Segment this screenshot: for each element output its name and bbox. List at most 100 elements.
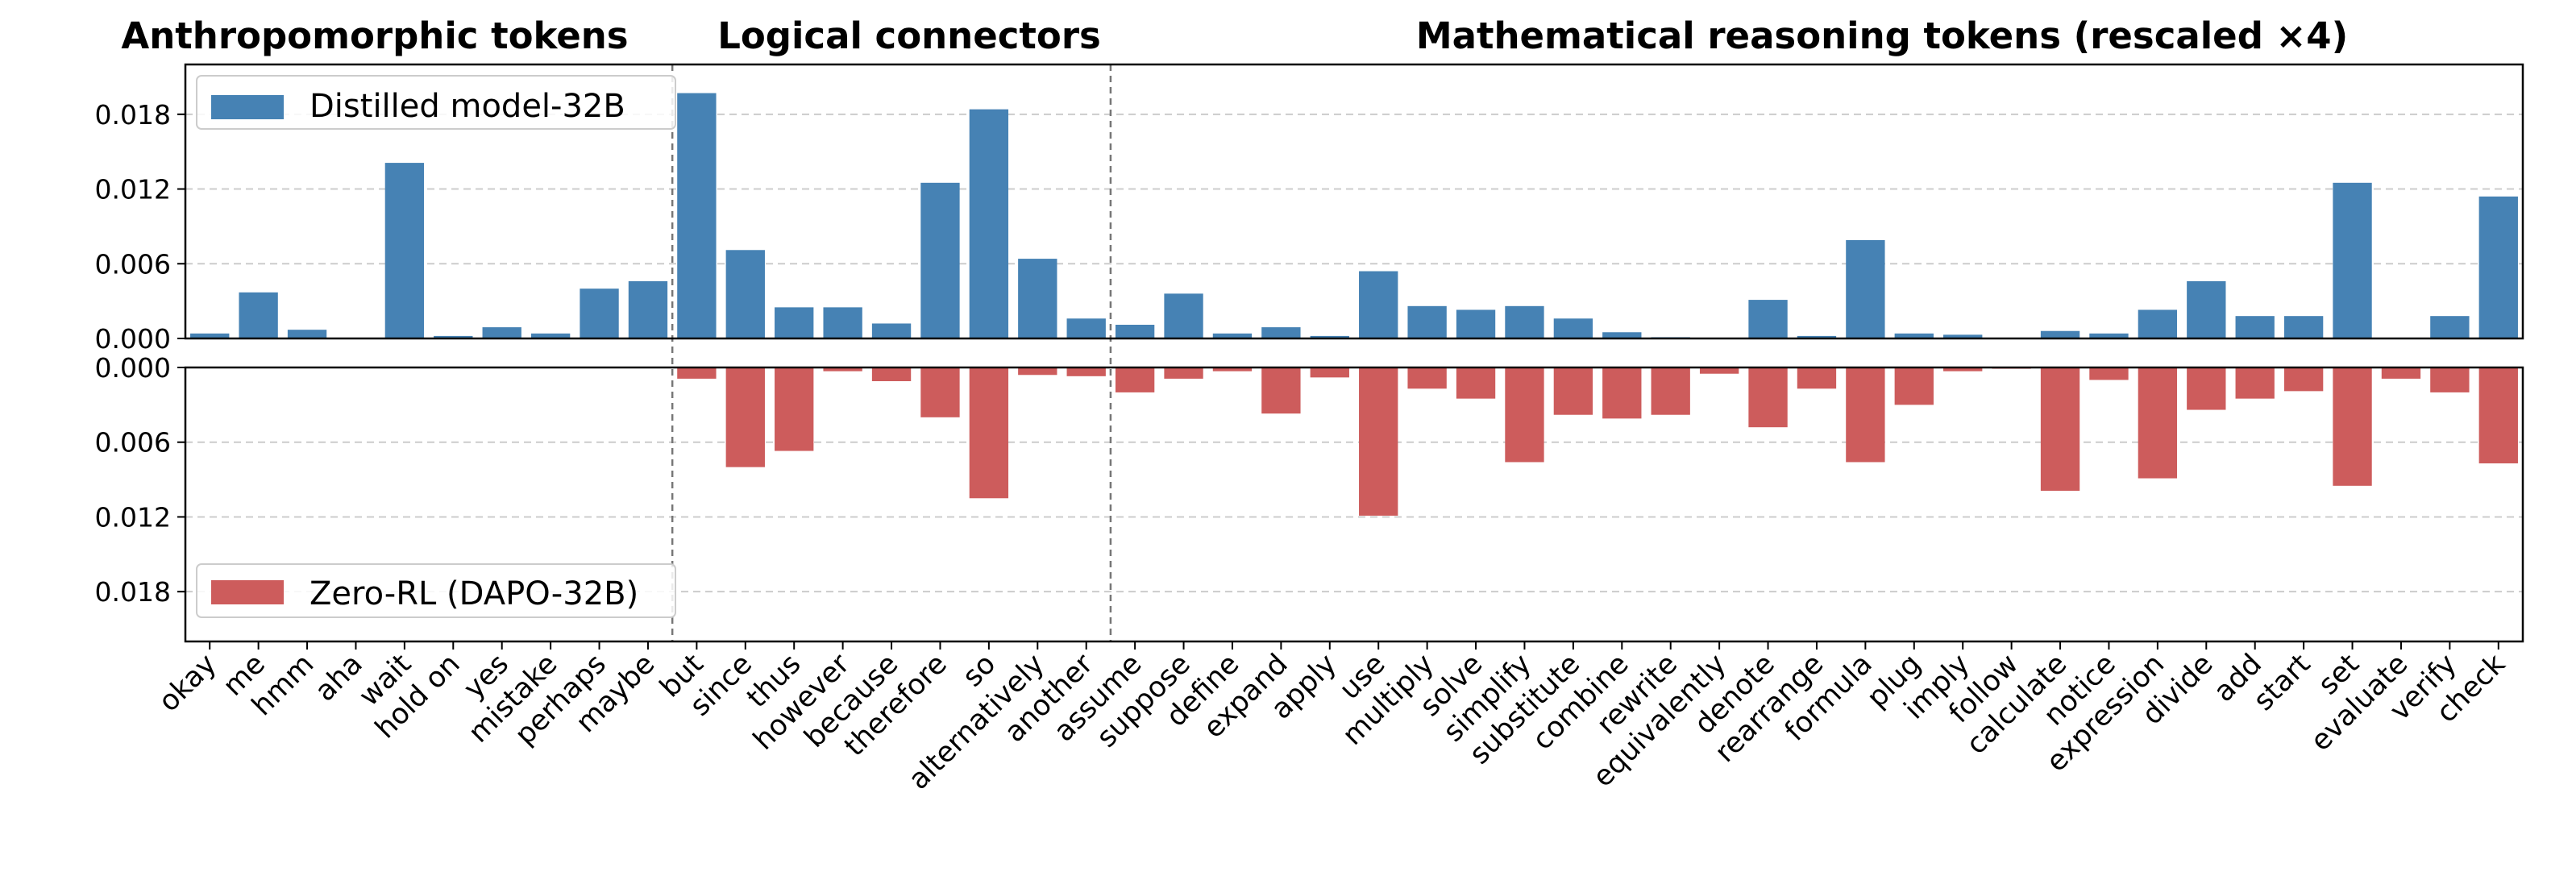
bottom-panel-frame (184, 366, 2524, 643)
zero-rl-bar-imply (1943, 367, 1983, 372)
zero-rl-bar-calculate (2040, 367, 2080, 491)
section-dividers (671, 64, 1112, 641)
distilled-bar-rearrange (1797, 335, 1837, 338)
distilled-bar-another (1066, 318, 1106, 338)
distilled-bar-suppose (1164, 293, 1203, 338)
distilled-bar-me (239, 292, 278, 338)
legend-zero-rl: Zero-RL (DAPO-32B) (196, 563, 676, 618)
zero-rl-bar-start (2283, 367, 2324, 392)
zero-rl-bar-since (725, 367, 765, 467)
y-tick-label: 0.000 (95, 352, 171, 384)
section-title-math-reasoning: Mathematical reasoning tokens (rescaled … (1416, 15, 2348, 57)
zero-rl-bar-formula (1846, 367, 1885, 463)
legend-distilled-swatch (211, 95, 284, 119)
distilled-bar-apply (1310, 335, 1349, 338)
zero-rl-bar-expand (1261, 367, 1301, 414)
y-tick-label: 0.018 (95, 576, 171, 608)
distilled-bar-calculate (2040, 330, 2080, 338)
distilled-bar-set (2333, 182, 2372, 338)
legend-distilled: Distilled model-32B (196, 75, 676, 130)
zero-rl-bar-verify (2430, 367, 2470, 392)
distilled-bar-alternatively (1018, 259, 1057, 338)
distilled-bar-denote (1748, 300, 1788, 338)
zero-rl-bar-denote (1748, 367, 1788, 428)
distilled-bar-perhaps (580, 288, 619, 338)
distilled-bar-assume (1115, 325, 1155, 338)
zero-rl-bar-equivalently (1699, 367, 1739, 374)
distilled-bar-define (1212, 333, 1253, 338)
zero-rl-bar-because (871, 367, 912, 381)
x-tick-label: okay (152, 648, 222, 718)
zero-rl-bar-use (1359, 367, 1398, 516)
top-y-axis-ticks: 0.000 0.006 0.012 0.018 (95, 99, 185, 355)
zero-rl-bar-suppose (1164, 367, 1203, 379)
y-tick-label: 0.000 (95, 323, 171, 355)
bottom-y-axis-ticks: 0.000 0.006 0.012 0.018 (95, 352, 185, 608)
zero-rl-bars (677, 367, 2518, 516)
zero-rl-bar-add (2235, 367, 2275, 399)
distilled-bar-check (2478, 196, 2518, 338)
distilled-bar-therefore (920, 182, 960, 338)
zero-rl-bar-combine (1602, 367, 1642, 419)
section-title-anthropomorphic: Anthropomorphic tokens (121, 15, 628, 57)
distilled-bar-thus (775, 307, 814, 338)
distilled-bar-start (2283, 316, 2324, 338)
distilled-bar-hmm (287, 330, 327, 338)
zero-rl-bar-apply (1310, 367, 1349, 378)
zero-rl-bar-but (677, 367, 717, 379)
zero-rl-bar-notice (2089, 367, 2129, 380)
distilled-bar-mistake (530, 333, 571, 338)
legend-distilled-label: Distilled model-32B (310, 88, 625, 125)
x-tick-label: aha (310, 648, 369, 708)
distilled-bar-maybe (628, 280, 668, 338)
zero-rl-bar-rewrite (1651, 367, 1690, 415)
y-tick-label: 0.006 (95, 427, 171, 459)
zero-rl-bar-divide (2187, 367, 2226, 410)
zero-rl-bar-rearrange (1797, 367, 1837, 389)
zero-rl-bar-set (2333, 367, 2372, 486)
zero-rl-bar-multiply (1407, 367, 1447, 389)
zero-rl-bar-simplify (1505, 367, 1544, 463)
distilled-bar-imply (1943, 334, 1983, 338)
distilled-bar-notice (2089, 333, 2129, 338)
distilled-bar-however (823, 307, 862, 338)
zero-rl-bar-expression (2138, 367, 2178, 479)
distilled-bar-yes (482, 327, 521, 338)
y-tick-label: 0.018 (95, 99, 171, 131)
y-tick-label: 0.012 (95, 501, 171, 533)
y-tick-label: 0.006 (95, 248, 171, 280)
y-tick-label: 0.012 (95, 174, 171, 205)
distilled-bar-so (969, 109, 1009, 339)
distilled-bar-plug (1894, 333, 1934, 338)
zero-rl-bar-solve (1456, 367, 1496, 399)
distilled-bar-but (677, 93, 717, 338)
section-title-logical-connectors: Logical connectors (717, 15, 1101, 57)
distilled-bar-add (2235, 316, 2275, 338)
distilled-bar-multiply (1407, 305, 1447, 338)
distilled-bar-expression (2138, 309, 2178, 338)
zero-rl-bar-substitute (1553, 367, 1593, 415)
distilled-bar-formula (1846, 239, 1885, 338)
zero-rl-bar-alternatively (1018, 367, 1057, 376)
distilled-bar-solve (1456, 309, 1496, 338)
zero-rl-bar-check (2478, 367, 2518, 463)
x-tick-label: start (2248, 648, 2317, 717)
distilled-bar-expand (1261, 327, 1301, 338)
distilled-bar-divide (2187, 280, 2226, 338)
distilled-bar-simplify (1505, 305, 1544, 338)
distilled-bar-because (871, 323, 912, 338)
distilled-bar-use (1359, 271, 1398, 338)
zero-rl-bar-therefore (920, 367, 960, 417)
zero-rl-bar-another (1066, 367, 1106, 376)
zero-rl-bar-define (1212, 367, 1253, 372)
distilled-bar-since (725, 250, 765, 338)
distilled-bar-wait (384, 163, 425, 338)
zero-rl-bar-thus (775, 367, 814, 451)
distilled-bar-okay (190, 333, 230, 338)
legend-zero-rl-swatch (211, 580, 284, 604)
zero-rl-bar-assume (1115, 367, 1155, 392)
zero-rl-bar-evaluate (2381, 367, 2421, 379)
zero-rl-bar-plug (1894, 367, 1934, 405)
distilled-bar-combine (1602, 332, 1642, 338)
